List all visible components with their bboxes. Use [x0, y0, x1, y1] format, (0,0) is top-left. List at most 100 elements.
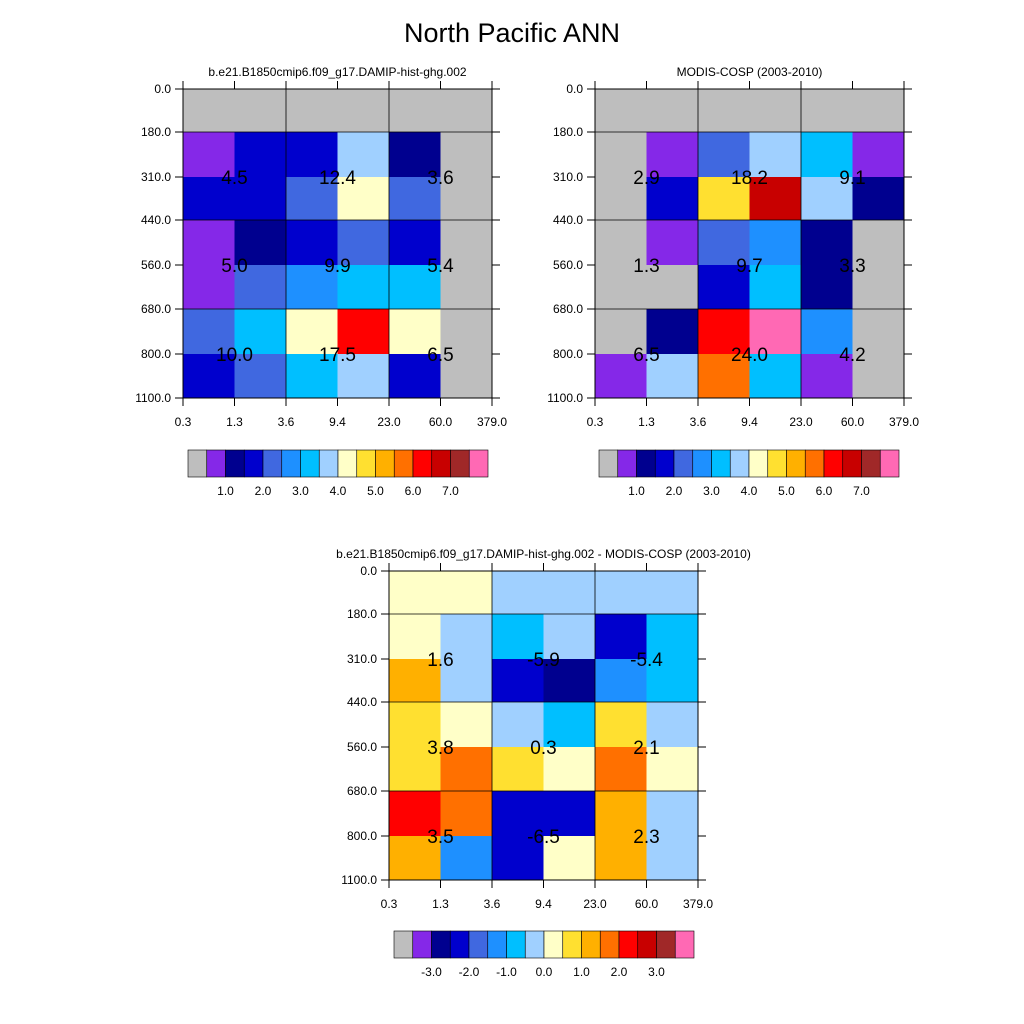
x-tick-label: 23.0: [377, 415, 401, 429]
x-tick-label: 3.6: [690, 415, 707, 429]
heatmap-cell: [492, 614, 544, 660]
block-value-label: 1.3: [633, 256, 659, 277]
x-tick-label: 60.0: [841, 415, 865, 429]
heatmap-cell: [698, 89, 750, 133]
heatmap-cell: [389, 836, 441, 881]
y-tick-label: 310.0: [141, 170, 171, 184]
heatmap-cell: [389, 265, 441, 310]
colorbar-swatch: [879, 449, 900, 478]
y-tick-label: 180.0: [347, 607, 377, 621]
block-value-label: 10.0: [216, 345, 253, 366]
colorbar-label: 6.0: [405, 484, 422, 498]
heatmap-cell: [183, 265, 235, 310]
colorbar-label: 2.0: [255, 484, 272, 498]
heatmap-cell: [389, 747, 441, 792]
colorbar-label: 2.0: [611, 965, 628, 979]
y-tick-label: 800.0: [141, 347, 171, 361]
colorbar-swatch: [375, 449, 395, 478]
block-value-label: 1.6: [427, 650, 453, 671]
heatmap-cell: [286, 132, 338, 178]
colorbar-swatch: [524, 930, 545, 959]
colorbar-label: 5.0: [778, 484, 795, 498]
y-tick-label: 310.0: [553, 170, 583, 184]
colorbar-swatch: [412, 449, 433, 478]
heatmap-cell: [492, 571, 544, 615]
heatmap-cell: [543, 659, 596, 703]
colorbar-label: 3.0: [292, 484, 309, 498]
heatmap-cell: [389, 89, 441, 133]
heatmap-cell: [543, 836, 596, 881]
heatmap-cell: [440, 89, 493, 133]
heatmap-cell: [440, 177, 493, 221]
block-value-label: 4.5: [221, 168, 247, 189]
heatmap-cell: [852, 220, 905, 266]
heatmap-cell: [440, 354, 493, 399]
colorbar-label: 7.0: [853, 484, 870, 498]
heatmap-cell: [389, 659, 441, 703]
heatmap-cell: [698, 220, 750, 266]
heatmap-cell: [749, 220, 802, 266]
heatmap-cell: [543, 791, 596, 837]
colorbar-label: 1.0: [573, 965, 590, 979]
colorbar-label: 1.0: [217, 484, 234, 498]
y-tick-label: 680.0: [141, 302, 171, 316]
colorbar-swatch: [468, 449, 489, 478]
block-value-label: 9.1: [839, 168, 865, 189]
x-tick-label: 60.0: [429, 415, 453, 429]
x-tick-label: 23.0: [789, 415, 813, 429]
x-tick-label: 1.3: [638, 415, 655, 429]
y-tick-label: 180.0: [141, 125, 171, 139]
colorbar-label: 4.0: [330, 484, 347, 498]
heatmap-cell: [646, 747, 699, 792]
heatmap-cell: [337, 177, 390, 221]
x-tick-label: 379.0: [683, 897, 713, 911]
heatmap-cell: [646, 836, 699, 881]
heatmap-cell: [337, 354, 390, 399]
heatmap-cell: [389, 309, 441, 355]
colorbar-swatch: [636, 449, 656, 478]
y-tick-label: 560.0: [347, 740, 377, 754]
colorbar-swatch: [450, 449, 470, 478]
colorbar-swatch: [318, 449, 339, 478]
heatmap-cell: [234, 309, 287, 355]
colorbar-swatch: [842, 449, 862, 478]
heatmap-cell: [286, 354, 338, 399]
colorbar-swatch: [187, 449, 208, 478]
heatmap-cell: [337, 132, 390, 178]
heatmap-cell: [389, 354, 441, 399]
block-value-label: 0.3: [530, 738, 556, 759]
y-tick-label: 800.0: [347, 829, 377, 843]
colorbar-label: 0.0: [536, 965, 553, 979]
x-tick-label: 9.4: [741, 415, 758, 429]
colorbar-swatch: [262, 449, 283, 478]
colorbar-label: 6.0: [816, 484, 833, 498]
x-tick-label: 0.3: [587, 415, 604, 429]
colorbar-swatch: [337, 449, 358, 478]
heatmap-cell: [698, 309, 750, 355]
heatmap-cell: [234, 89, 287, 133]
y-tick-label: 680.0: [347, 784, 377, 798]
heatmap-cell: [543, 702, 596, 748]
y-tick-label: 0.0: [154, 82, 171, 96]
heatmap-cell: [440, 747, 493, 792]
colorbar-swatch: [243, 449, 264, 478]
heatmap-cell: [698, 132, 750, 178]
heatmap-cell: [698, 177, 750, 221]
colorbar-swatch: [206, 449, 226, 478]
block-value-label: 17.5: [319, 345, 356, 366]
colorbar-swatch: [281, 449, 301, 478]
block-value-label: 2.1: [633, 738, 659, 759]
heatmap-cell: [646, 571, 699, 615]
figure-title: North Pacific ANN: [403, 18, 621, 48]
heatmap-cell: [440, 702, 493, 748]
x-tick-label: 3.6: [484, 897, 501, 911]
block-value-label: 18.2: [731, 168, 768, 189]
y-tick-label: 440.0: [141, 213, 171, 227]
heatmap-cell: [801, 309, 853, 355]
heatmap-cell: [492, 791, 544, 837]
heatmap-cell: [749, 309, 802, 355]
colorbar-swatch: [599, 930, 620, 959]
colorbar-swatch: [393, 449, 414, 478]
y-tick-label: 1100.0: [135, 391, 171, 405]
colorbar-label: -3.0: [421, 965, 442, 979]
